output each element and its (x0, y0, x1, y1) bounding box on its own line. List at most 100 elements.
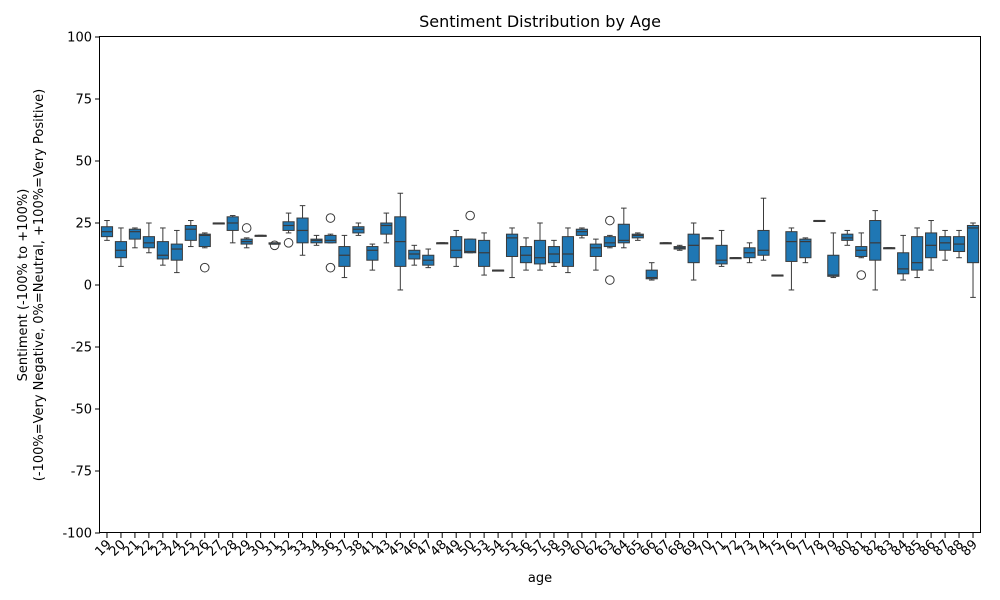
box-34 (310, 234, 323, 246)
box-iqr (450, 236, 463, 259)
outlier-point (856, 270, 867, 280)
box-iqr (966, 224, 980, 264)
box-72 (729, 257, 742, 260)
box-iqr (869, 220, 882, 261)
box-67 (659, 242, 672, 245)
chart-title: Sentiment Distribution by Age (419, 12, 661, 31)
y-tick-label: -50 (71, 403, 92, 418)
y-tick-label: 50 (75, 155, 92, 170)
box-iqr (827, 254, 840, 277)
box-73 (743, 242, 756, 264)
box-46 (408, 244, 421, 266)
box-53 (478, 232, 491, 276)
box-77 (799, 237, 812, 264)
box-iqr (505, 233, 519, 257)
box-63 (603, 215, 616, 285)
outlier-point (241, 223, 252, 233)
box-23 (156, 227, 169, 266)
y-tick-label: 0 (84, 279, 92, 294)
box-iqr (911, 236, 924, 271)
box-iqr (282, 221, 295, 231)
box-iqr (184, 224, 197, 241)
box-86 (925, 220, 938, 271)
box-74 (757, 197, 770, 261)
box-iqr (785, 231, 798, 262)
box-iqr (561, 236, 575, 267)
box-33 (296, 205, 309, 256)
box-25 (184, 220, 197, 248)
box-54 (492, 269, 505, 272)
box-iqr (366, 246, 379, 261)
box-iqr (352, 226, 365, 234)
outlier-point (199, 262, 210, 273)
box-64 (617, 207, 630, 249)
box-31 (268, 240, 281, 251)
box-88 (952, 229, 966, 259)
outlier-point (325, 213, 336, 223)
box-89 (966, 222, 980, 298)
box-47 (422, 248, 435, 269)
box-iqr (938, 236, 952, 251)
outlier-point (465, 210, 475, 221)
box-84 (897, 234, 910, 281)
box-iqr (380, 222, 393, 235)
y-axis-ticks: -100 -75 -50 -25 0 25 50 75 100 (62, 31, 100, 542)
box-22 (142, 222, 155, 254)
box-iqr (198, 233, 211, 248)
box-60 (575, 227, 588, 239)
box-26 (198, 232, 211, 273)
boxes-group (100, 192, 980, 298)
box-iqr (310, 238, 323, 244)
box-37 (338, 234, 351, 279)
box-iqr (645, 269, 658, 280)
box-38 (352, 222, 365, 236)
box-62 (589, 238, 602, 271)
box-iqr (589, 243, 602, 257)
box-36 (324, 213, 337, 273)
box-50 (464, 210, 477, 254)
box-75 (771, 274, 784, 277)
box-59 (561, 227, 575, 274)
box-iqr (841, 233, 854, 241)
box-iqr (156, 241, 169, 260)
y-tick-label: 75 (75, 93, 92, 108)
outlier-point (325, 262, 336, 273)
box-iqr (897, 252, 910, 275)
box-iqr (533, 239, 547, 265)
box-iqr (519, 246, 533, 264)
outlier-point (269, 240, 280, 251)
box-43 (380, 212, 393, 244)
outlier-point (605, 215, 615, 226)
box-32 (282, 212, 295, 248)
box-58 (547, 239, 561, 267)
box-80 (841, 229, 854, 246)
box-87 (938, 229, 952, 261)
box-82 (869, 210, 882, 291)
box-iqr (142, 236, 155, 249)
box-76 (785, 227, 798, 291)
box-iqr (114, 241, 128, 259)
box-45 (394, 192, 407, 291)
box-iqr (617, 223, 630, 244)
box-29 (240, 223, 253, 249)
box-68 (673, 244, 686, 251)
plot-frame (99, 36, 981, 533)
box-iqr (603, 236, 616, 248)
box-78 (813, 219, 826, 223)
box-iqr (226, 216, 239, 231)
box-30 (254, 234, 267, 237)
box-65 (631, 232, 644, 241)
box-27 (212, 222, 225, 225)
box-69 (687, 222, 700, 281)
y-axis-label-line1: Sentiment (-100% to +100%) (16, 189, 31, 382)
box-iqr (324, 234, 337, 244)
x-axis-ticks: 1920212223242526272829303132333436373841… (93, 533, 981, 560)
box-56 (519, 237, 533, 271)
box-57 (533, 222, 547, 271)
box-iqr (575, 228, 588, 236)
box-49 (450, 229, 463, 267)
box-iqr (478, 239, 491, 267)
box-iqr (715, 244, 728, 265)
y-tick-label: -100 (62, 527, 92, 542)
